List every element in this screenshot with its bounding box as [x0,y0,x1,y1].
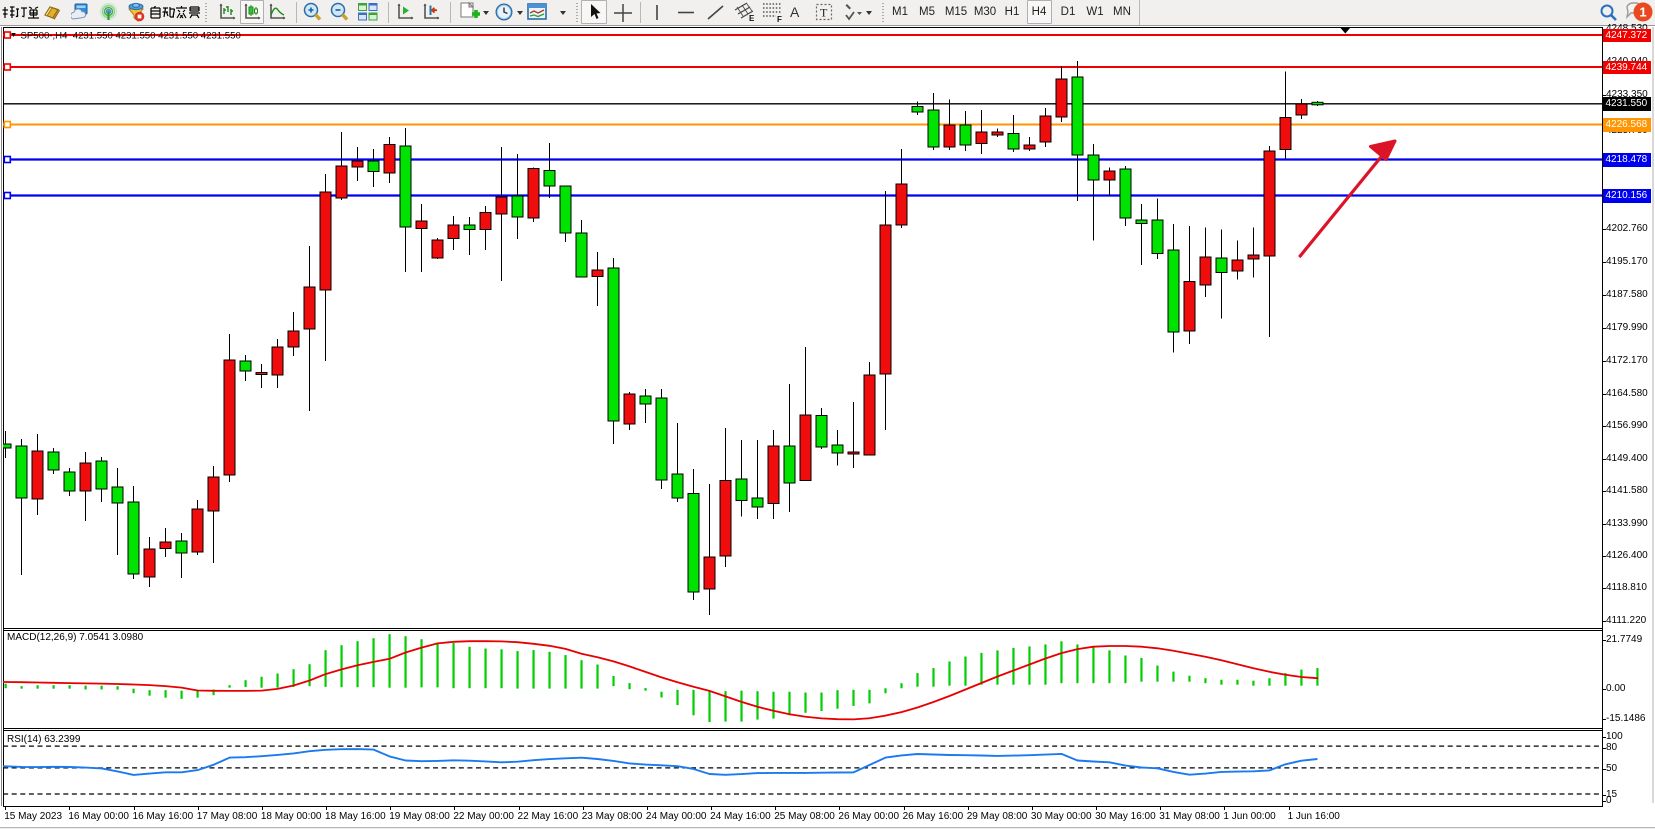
svg-text:F: F [777,15,782,23]
svg-text:1: 1 [1639,5,1646,20]
svg-text:T: T [820,6,828,20]
svg-text:SP500-,H4 4231.550 4231.550 4: SP500-,H4 4231.550 4231.550 4231.550 423… [21,31,241,42]
svg-text:E: E [749,14,755,23]
